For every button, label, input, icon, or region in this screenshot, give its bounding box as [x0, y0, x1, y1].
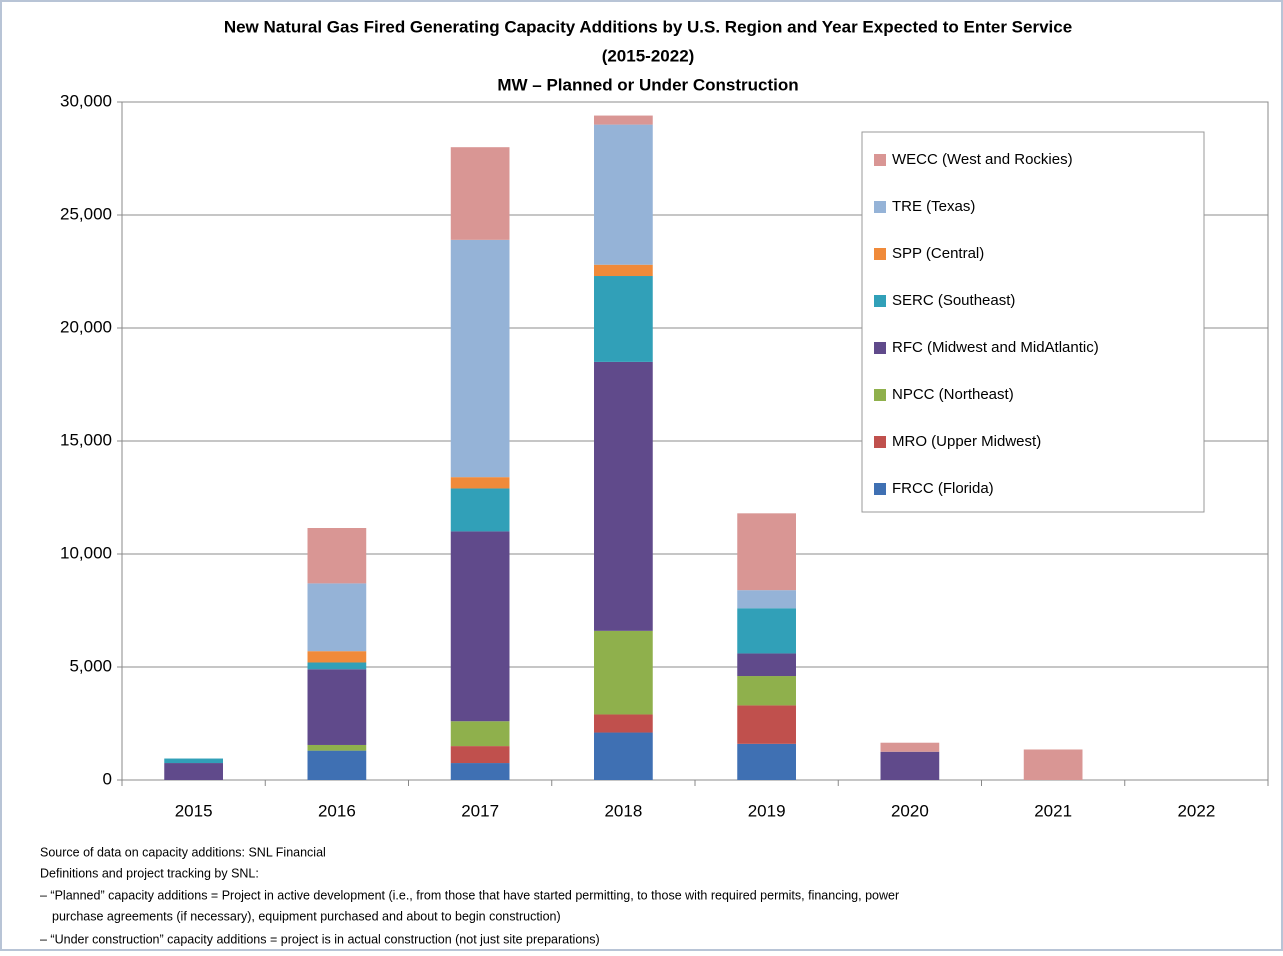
bar-segment	[307, 651, 367, 663]
footnote: Definitions and project tracking by SNL:	[40, 866, 259, 880]
legend-swatch	[874, 483, 886, 495]
footnote: purchase agreements (if necessary), equi…	[52, 909, 561, 923]
x-tick-label: 2016	[318, 801, 356, 820]
bar-segment	[880, 751, 940, 780]
bar-segment	[594, 124, 653, 265]
bar-segment	[450, 147, 510, 240]
y-tick-label: 10,000	[60, 543, 112, 562]
y-tick-label: 15,000	[60, 430, 112, 449]
legend-swatch	[874, 201, 886, 213]
bar-segment	[450, 239, 510, 478]
bar-segment	[737, 705, 796, 744]
y-tick-label: 30,000	[60, 91, 112, 110]
x-tick-label: 2017	[461, 801, 499, 820]
y-tick-label: 5,000	[69, 656, 112, 675]
legend-label: MRO (Upper Midwest)	[892, 433, 1041, 450]
bar-segment	[164, 758, 223, 764]
chart-subtitle: (2015-2022)	[602, 46, 695, 65]
bar-segment	[737, 513, 796, 591]
x-tick-label: 2019	[748, 801, 786, 820]
bar-segment	[737, 676, 796, 706]
legend-swatch	[874, 248, 886, 260]
bar-segment	[164, 763, 223, 780]
bar-segment	[594, 264, 653, 277]
bar-segment	[594, 714, 653, 733]
legend-label: RFC (Midwest and MidAtlantic)	[892, 339, 1099, 356]
x-tick-label: 2015	[175, 801, 213, 820]
bar-segment	[1023, 749, 1083, 780]
legend-label: SPP (Central)	[892, 245, 984, 262]
bar-segment	[594, 115, 653, 125]
legend-swatch	[874, 342, 886, 354]
legend-swatch	[874, 436, 886, 448]
legend-swatch	[874, 389, 886, 401]
bar-segment	[307, 583, 367, 652]
y-tick-label: 0	[103, 769, 112, 788]
x-tick-label: 2021	[1034, 801, 1072, 820]
bar-segment	[737, 653, 796, 677]
bar-segment	[737, 590, 796, 609]
legend-label: TRE (Texas)	[892, 198, 975, 215]
bar-segment	[594, 630, 653, 715]
y-tick-label: 20,000	[60, 317, 112, 336]
bar-segment	[450, 531, 510, 722]
bar-segment	[307, 528, 367, 584]
bar-segment	[307, 750, 367, 780]
bar-segment	[594, 276, 653, 362]
bar-segment	[307, 744, 367, 751]
footnote: Source of data on capacity additions: SN…	[40, 845, 326, 859]
legend-swatch	[874, 154, 886, 166]
y-tick-label: 25,000	[60, 204, 112, 223]
bar-segment	[450, 488, 510, 532]
bar-segment	[880, 742, 940, 752]
bar-segment	[450, 721, 510, 747]
legend-swatch	[874, 295, 886, 307]
legend-label: FRCC (Florida)	[892, 480, 994, 497]
bar-segment	[737, 608, 796, 654]
x-tick-label: 2020	[891, 801, 929, 820]
y-axis-label: MW – Planned or Under Construction	[497, 75, 798, 94]
x-tick-label: 2022	[1177, 801, 1215, 820]
x-tick-label: 2018	[604, 801, 642, 820]
legend-box	[861, 131, 1205, 513]
chart-title: New Natural Gas Fired Generating Capacit…	[224, 17, 1072, 36]
bar-segment	[737, 743, 796, 780]
bar-segment	[307, 669, 367, 745]
bar-segment	[594, 361, 653, 631]
legend-label: NPCC (Northeast)	[892, 386, 1014, 403]
legend-label: SERC (Southeast)	[892, 292, 1015, 309]
footnote: – “Under construction” capacity addition…	[40, 932, 600, 946]
footnote: – “Planned” capacity additions = Project…	[40, 888, 899, 902]
bar-segment	[450, 477, 510, 489]
bar-segment	[307, 662, 367, 670]
bar-segment	[450, 763, 510, 780]
legend-label: WECC (West and Rockies)	[892, 151, 1073, 168]
bar-segment	[594, 732, 653, 780]
bar-segment	[450, 746, 510, 764]
